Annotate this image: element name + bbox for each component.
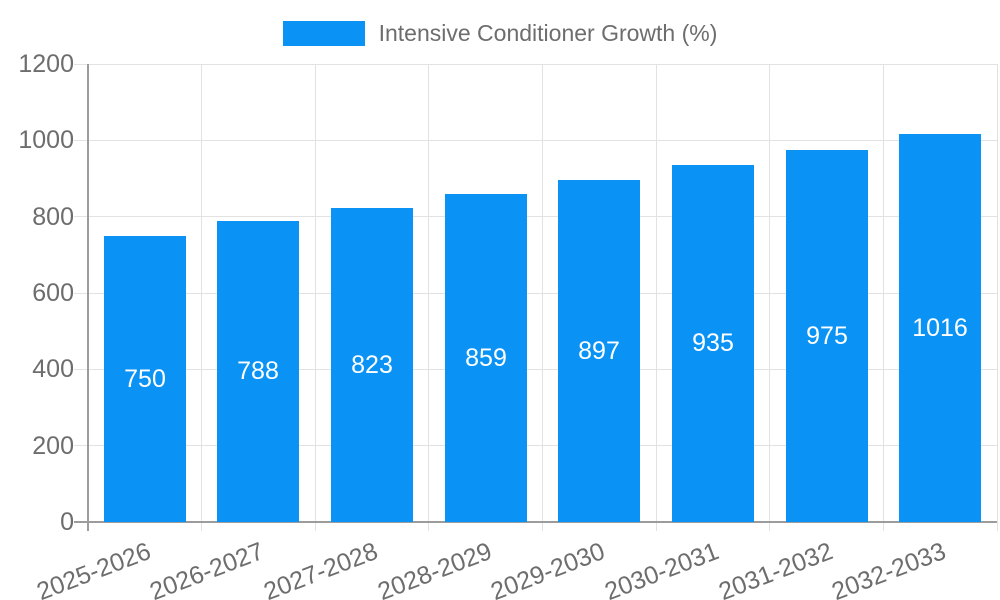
y-tick-label: 600 xyxy=(32,279,74,307)
bar-value-label: 1016 xyxy=(912,313,968,342)
y-tick-label: 400 xyxy=(32,355,74,384)
legend-swatch xyxy=(282,20,365,46)
h-gridline xyxy=(74,216,997,218)
chart-legend[interactable]: Intensive Conditioner Growth (%) xyxy=(0,20,1000,46)
h-gridline xyxy=(74,292,997,294)
y-tick-label: 200 xyxy=(32,431,74,460)
legend-label: Intensive Conditioner Growth (%) xyxy=(378,19,718,46)
h-gridline xyxy=(74,139,997,141)
bar-value-label: 750 xyxy=(124,364,166,393)
y-tick-label: 1000 xyxy=(18,126,74,155)
bar-value-label: 788 xyxy=(237,357,279,385)
bar-value-label: 823 xyxy=(351,350,393,379)
plot-area: 750 788 823 859 897 935 975 1016 xyxy=(74,63,998,531)
bar: 935 xyxy=(672,165,754,522)
bar: 750 xyxy=(104,236,186,522)
x-axis-line xyxy=(74,521,997,523)
bar-value-label: 935 xyxy=(692,329,734,357)
y-tick-label: 0 xyxy=(60,508,74,536)
v-gridline xyxy=(542,64,543,531)
bar: 975 xyxy=(786,150,868,522)
h-gridline xyxy=(74,445,997,447)
y-tick-label: 1200 xyxy=(18,50,74,78)
y-axis-line xyxy=(87,64,89,531)
bar: 1016 xyxy=(899,134,981,522)
bar-value-label: 975 xyxy=(806,321,848,350)
v-gridline xyxy=(655,64,657,531)
v-gridline xyxy=(314,64,316,531)
h-gridline xyxy=(74,63,997,65)
bar: 788 xyxy=(217,221,299,522)
v-gridline xyxy=(769,64,771,531)
v-gridline xyxy=(996,64,998,531)
bar: 823 xyxy=(331,208,413,522)
bar-value-label: 859 xyxy=(465,343,507,372)
bar-value-label: 897 xyxy=(578,336,620,365)
bar: 897 xyxy=(558,180,640,522)
bar: 859 xyxy=(445,194,527,522)
v-gridline xyxy=(201,64,203,531)
y-tick-label: 800 xyxy=(32,202,74,231)
h-gridline xyxy=(74,368,997,370)
v-gridline xyxy=(428,64,430,531)
v-gridline xyxy=(882,64,884,531)
